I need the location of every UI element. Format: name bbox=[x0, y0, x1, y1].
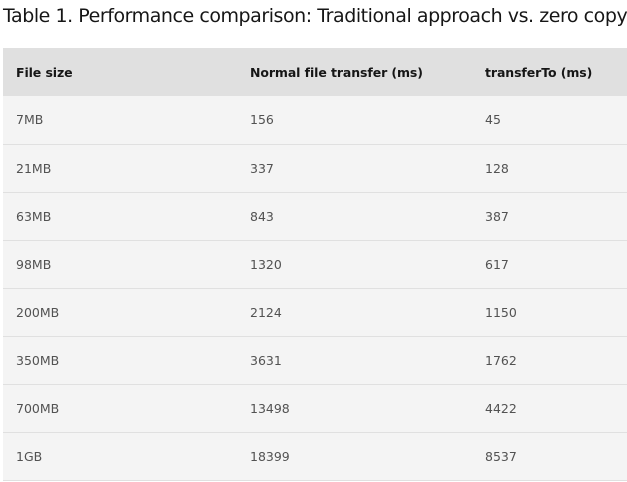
table-caption: Table 1. Performance comparison: Traditi… bbox=[3, 5, 627, 27]
cell-normal-transfer: 13498 bbox=[250, 400, 290, 416]
table-row: 21MB 337 128 bbox=[3, 144, 627, 192]
table-row: 7MB 156 45 bbox=[3, 96, 627, 144]
table-row: 200MB 2124 1150 bbox=[3, 288, 627, 336]
cell-normal-transfer: 18399 bbox=[250, 448, 290, 464]
header-row: File size Normal file transfer (ms) tran… bbox=[3, 48, 627, 96]
cell-normal-transfer: 337 bbox=[250, 160, 274, 176]
cell-file-size: 7MB bbox=[16, 112, 44, 128]
cell-transferto: 4422 bbox=[485, 400, 517, 416]
cell-file-size: 98MB bbox=[16, 256, 52, 272]
cell-normal-transfer: 2124 bbox=[250, 304, 282, 320]
table-row: 1GB 18399 8537 bbox=[3, 432, 627, 480]
cell-file-size: 700MB bbox=[16, 400, 60, 416]
cell-file-size: 200MB bbox=[16, 304, 60, 320]
cell-transferto: 8537 bbox=[485, 448, 517, 464]
header-transferto: transferTo (ms) bbox=[485, 64, 593, 80]
table-row: 63MB 843 387 bbox=[3, 192, 627, 240]
cell-transferto: 128 bbox=[485, 160, 509, 176]
cell-transferto: 45 bbox=[485, 112, 501, 128]
cell-transferto: 1150 bbox=[485, 304, 517, 320]
cell-transferto: 387 bbox=[485, 208, 509, 224]
table-body: 7MB 156 45 21MB 337 128 63MB 843 387 98M… bbox=[3, 96, 627, 480]
table-header: File size Normal file transfer (ms) tran… bbox=[3, 48, 627, 96]
cell-file-size: 21MB bbox=[16, 160, 52, 176]
cell-normal-transfer: 843 bbox=[250, 208, 274, 224]
cell-transferto: 1762 bbox=[485, 352, 517, 368]
table-row: 350MB 3631 1762 bbox=[3, 336, 627, 384]
header-normal-transfer: Normal file transfer (ms) bbox=[250, 64, 423, 80]
cell-file-size: 1GB bbox=[16, 448, 43, 464]
table-row: 700MB 13498 4422 bbox=[3, 384, 627, 432]
cell-normal-transfer: 3631 bbox=[250, 352, 282, 368]
performance-table: File size Normal file transfer (ms) tran… bbox=[3, 48, 627, 481]
cell-normal-transfer: 156 bbox=[250, 112, 274, 128]
table-row: 98MB 1320 617 bbox=[3, 240, 627, 288]
cell-file-size: 63MB bbox=[16, 208, 52, 224]
cell-file-size: 350MB bbox=[16, 352, 60, 368]
cell-normal-transfer: 1320 bbox=[250, 256, 282, 272]
header-file-size: File size bbox=[16, 64, 73, 80]
cell-transferto: 617 bbox=[485, 256, 509, 272]
